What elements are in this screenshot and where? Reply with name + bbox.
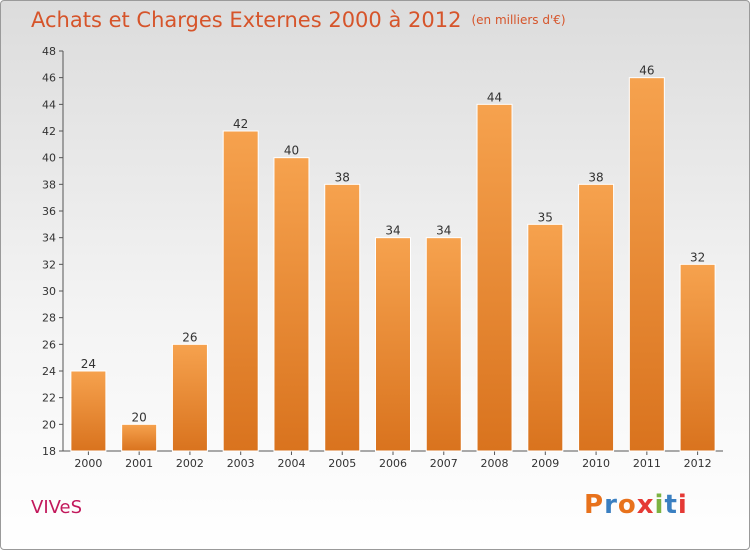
value-label: 38 — [588, 170, 603, 184]
y-tick-label: 46 — [42, 72, 56, 85]
bar-2011 — [628, 77, 665, 452]
x-tick-label: 2005 — [328, 457, 356, 470]
value-label: 24 — [81, 357, 96, 371]
y-tick-label: 26 — [42, 338, 56, 351]
y-tick-label: 18 — [42, 445, 56, 458]
x-tick-label: 2006 — [379, 457, 407, 470]
town-name: VIVeS — [31, 497, 83, 518]
proxiti-logo[interactable]: Proxiti — [584, 490, 688, 520]
value-label: 42 — [233, 117, 248, 131]
bar-2004 — [273, 157, 310, 452]
brand-letter: P — [584, 490, 605, 520]
bar-2005 — [324, 183, 361, 452]
value-label: 46 — [639, 64, 654, 78]
chart-title-text: Achats et Charges Externes 2000 à 2012 — [31, 8, 462, 32]
bar-2006 — [375, 237, 411, 452]
brand-letter: r — [604, 490, 618, 520]
y-tick-label: 34 — [42, 232, 56, 245]
brand-letter: i — [654, 490, 665, 520]
y-tick-label: 36 — [42, 205, 56, 218]
y-tick-label: 30 — [42, 285, 56, 298]
x-tick-label: 2000 — [74, 457, 102, 470]
bar-2012 — [679, 263, 716, 452]
bars — [70, 77, 716, 452]
brand-letter: x — [636, 490, 655, 520]
y-tick-label: 44 — [42, 98, 56, 111]
bar-2008 — [476, 103, 513, 452]
bar-2003 — [222, 130, 259, 452]
bar-2000 — [70, 370, 107, 452]
y-tick-label: 42 — [42, 125, 56, 138]
bar-2001 — [121, 423, 158, 452]
y-tick-label: 20 — [42, 418, 56, 431]
value-label: 20 — [132, 410, 147, 424]
y-tick-label: 32 — [42, 258, 56, 271]
bar-2002 — [171, 343, 208, 452]
value-label: 32 — [690, 250, 705, 264]
x-tick-label: 2003 — [227, 457, 255, 470]
x-tick-label: 2004 — [277, 457, 305, 470]
brand-letter: t — [664, 490, 678, 520]
value-label: 34 — [385, 224, 400, 238]
brand-letter: i — [677, 490, 688, 520]
bar-2007 — [425, 237, 462, 452]
value-label: 26 — [182, 330, 197, 344]
value-label: 34 — [436, 224, 451, 238]
chart-unit: (en milliers d'€) — [471, 13, 566, 27]
x-tick-label: 2002 — [176, 457, 204, 470]
y-tick-label: 40 — [42, 152, 56, 165]
value-label: 38 — [335, 170, 350, 184]
x-tick-label: 2001 — [125, 457, 153, 470]
y-tick-label: 28 — [42, 312, 56, 325]
axes: 18 20 22 24 26 28 30 32 34 36 38 40 42 44 46 48 — [42, 45, 723, 458]
brand-letter: o — [617, 490, 637, 520]
y-tick-label: 48 — [42, 45, 56, 58]
x-tick-label: 2009 — [531, 457, 559, 470]
x-tick-label: 2012 — [684, 457, 712, 470]
value-label: 40 — [284, 144, 299, 158]
y-tick-label: 22 — [42, 392, 56, 405]
x-tick-label: 2008 — [481, 457, 509, 470]
x-tick-label: 2007 — [430, 457, 458, 470]
y-tick-label: 24 — [42, 365, 56, 378]
data-labels: 2000 24 2001 20 2002 26 2003 42 2004 40 2005 38 2006… — [74, 64, 711, 470]
chart-title: Achats et Charges Externes 2000 à 2012 (e… — [31, 8, 566, 32]
x-tick-label: 2010 — [582, 457, 610, 470]
value-label: 35 — [538, 210, 553, 224]
y-tick-label: 38 — [42, 178, 56, 191]
bar-2009 — [527, 223, 564, 452]
value-label: 44 — [487, 90, 502, 104]
x-tick-label: 2011 — [633, 457, 661, 470]
bar-2010 — [578, 183, 615, 452]
